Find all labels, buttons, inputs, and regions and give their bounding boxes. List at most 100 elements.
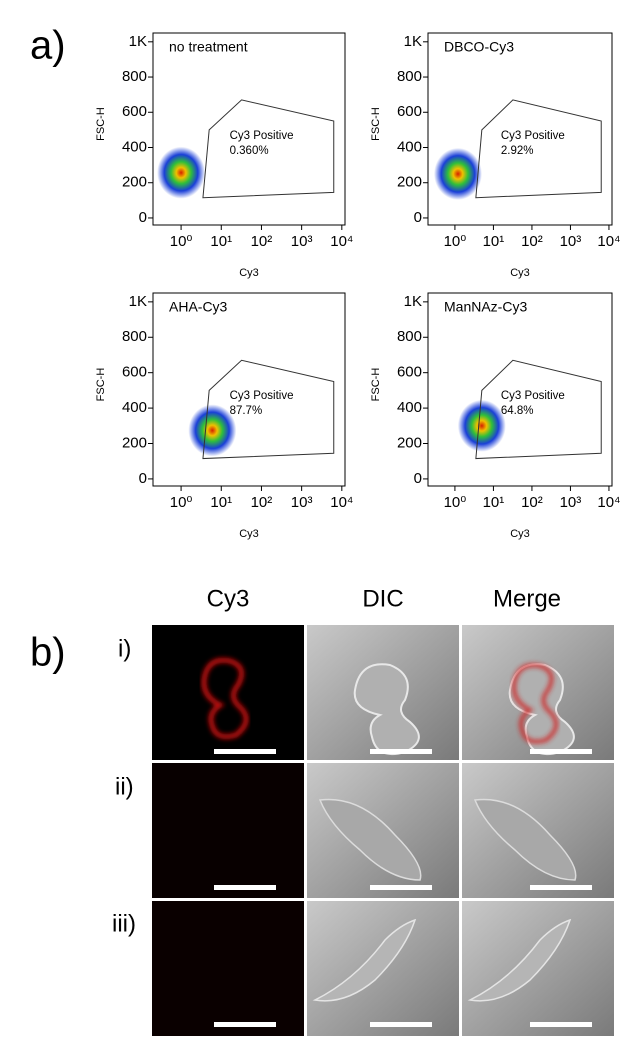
y-tick-label: 400 xyxy=(122,399,147,416)
plot-title: ManNAz-Cy3 xyxy=(444,299,527,315)
gate-percent: 87.7% xyxy=(230,405,263,417)
y-tick-label: 1K xyxy=(404,33,422,50)
y-tick-label: 600 xyxy=(122,103,147,120)
plot-title: DBCO-Cy3 xyxy=(444,39,514,55)
y-tick-label: 200 xyxy=(122,434,147,451)
y-tick-label: 400 xyxy=(122,138,147,155)
panel-label: b) xyxy=(30,631,66,675)
y-axis-label: FSC-H xyxy=(370,368,382,402)
x-axis-label: Cy3 xyxy=(510,267,530,279)
y-tick-label: 600 xyxy=(397,364,422,381)
cell-fluorescence xyxy=(512,663,558,744)
x-tick-label: 10¹ xyxy=(483,233,505,250)
row-header: i) xyxy=(118,635,131,662)
gate xyxy=(202,359,335,460)
scale-bar xyxy=(214,885,276,890)
scale-bar xyxy=(370,885,432,890)
x-tick-label: 10⁰ xyxy=(170,233,193,250)
x-axis-label: Cy3 xyxy=(239,528,259,540)
population xyxy=(433,147,482,200)
cell-outline xyxy=(467,918,572,1002)
cell-outline xyxy=(473,798,577,881)
gate-percent: 2.92% xyxy=(501,145,534,157)
scale-bar xyxy=(530,1022,592,1027)
gate-label: Cy3 Positive xyxy=(230,130,294,142)
y-tick-label: 400 xyxy=(397,399,422,416)
row-header: iii) xyxy=(112,910,136,937)
y-tick-label: 0 xyxy=(139,209,147,226)
population xyxy=(188,404,237,457)
x-tick-label: 10¹ xyxy=(483,494,505,511)
y-tick-label: 600 xyxy=(397,103,422,120)
gate-percent: 64.8% xyxy=(501,405,534,417)
y-axis-label: FSC-H xyxy=(95,368,107,402)
gate-percent: 0.360% xyxy=(230,145,269,157)
scale-bar xyxy=(530,749,592,754)
micrograph xyxy=(152,901,304,1036)
y-tick-label: 200 xyxy=(122,174,147,191)
x-tick-label: 10³ xyxy=(560,494,582,511)
y-axis-label: FSC-H xyxy=(370,107,382,141)
y-tick-label: 800 xyxy=(122,68,147,85)
y-tick-label: 0 xyxy=(414,209,422,226)
y-axis-label: FSC-H xyxy=(95,107,107,141)
x-tick-label: 10² xyxy=(521,233,543,250)
y-tick-label: 400 xyxy=(397,138,422,155)
y-tick-label: 200 xyxy=(397,174,422,191)
x-tick-label: 10⁰ xyxy=(170,494,193,511)
x-tick-label: 10⁰ xyxy=(444,494,467,511)
scale-bars xyxy=(214,749,592,1027)
gate xyxy=(475,359,602,460)
cell-fluorescence xyxy=(201,657,249,740)
flow-plot: Cy3 Positive 0.360% no treatment 0 200 400 600… xyxy=(95,32,353,279)
gate-label: Cy3 Positive xyxy=(230,390,294,402)
x-tick-label: 10² xyxy=(521,494,543,511)
column-header: Cy3 xyxy=(207,585,250,612)
scale-bar xyxy=(214,1022,276,1027)
x-tick-label: 10² xyxy=(251,233,273,250)
flow-plot: Cy3 Positive 2.92% DBCO-Cy3 0 200 400 600 800 1K… xyxy=(370,32,621,279)
y-tick-label: 800 xyxy=(122,328,147,345)
micrograph xyxy=(152,763,304,898)
x-tick-label: 10² xyxy=(251,494,273,511)
gate-label: Cy3 Positive xyxy=(501,130,565,142)
x-tick-label: 10¹ xyxy=(210,233,232,250)
flow-plot: Cy3 Positive 87.7% AHA-Cy3 0 200 400 600 800 1K 1… xyxy=(95,292,353,540)
cell-outline xyxy=(312,918,417,1002)
scale-bar xyxy=(370,749,432,754)
cell-outline xyxy=(318,798,422,881)
column-header: Merge xyxy=(493,585,561,612)
x-axis-label: Cy3 xyxy=(239,267,259,279)
y-tick-label: 0 xyxy=(414,470,422,487)
y-tick-label: 1K xyxy=(129,293,147,310)
population xyxy=(157,146,206,199)
plot-frame xyxy=(427,292,613,487)
scale-bar xyxy=(530,885,592,890)
x-tick-label: 10³ xyxy=(560,233,582,250)
x-tick-label: 10⁴ xyxy=(597,233,620,250)
row-header: ii) xyxy=(115,773,134,800)
scale-bar xyxy=(214,749,276,754)
cell-outline xyxy=(353,663,420,756)
x-tick-label: 10³ xyxy=(291,494,313,511)
panel-label: a) xyxy=(30,24,66,68)
cell-outline xyxy=(508,663,575,756)
plot-title: AHA-Cy3 xyxy=(169,299,228,315)
y-tick-label: 0 xyxy=(139,470,147,487)
x-tick-label: 10⁴ xyxy=(330,233,353,250)
x-tick-label: 10⁴ xyxy=(597,494,620,511)
flow-plot: Cy3 Positive 64.8% ManNAz-Cy3 0 200 400 600 800… xyxy=(370,292,621,540)
y-tick-label: 1K xyxy=(404,293,422,310)
x-tick-label: 10⁰ xyxy=(444,233,467,250)
gate xyxy=(475,99,602,199)
micrograph xyxy=(152,625,304,760)
gate-label: Cy3 Positive xyxy=(501,390,565,402)
micrograph-grid xyxy=(152,625,614,1036)
column-header: DIC xyxy=(362,585,403,612)
y-tick-label: 200 xyxy=(397,434,422,451)
scale-bar xyxy=(370,1022,432,1027)
y-tick-label: 1K xyxy=(129,33,147,50)
plot-frame xyxy=(152,32,346,226)
x-tick-label: 10¹ xyxy=(210,494,232,511)
